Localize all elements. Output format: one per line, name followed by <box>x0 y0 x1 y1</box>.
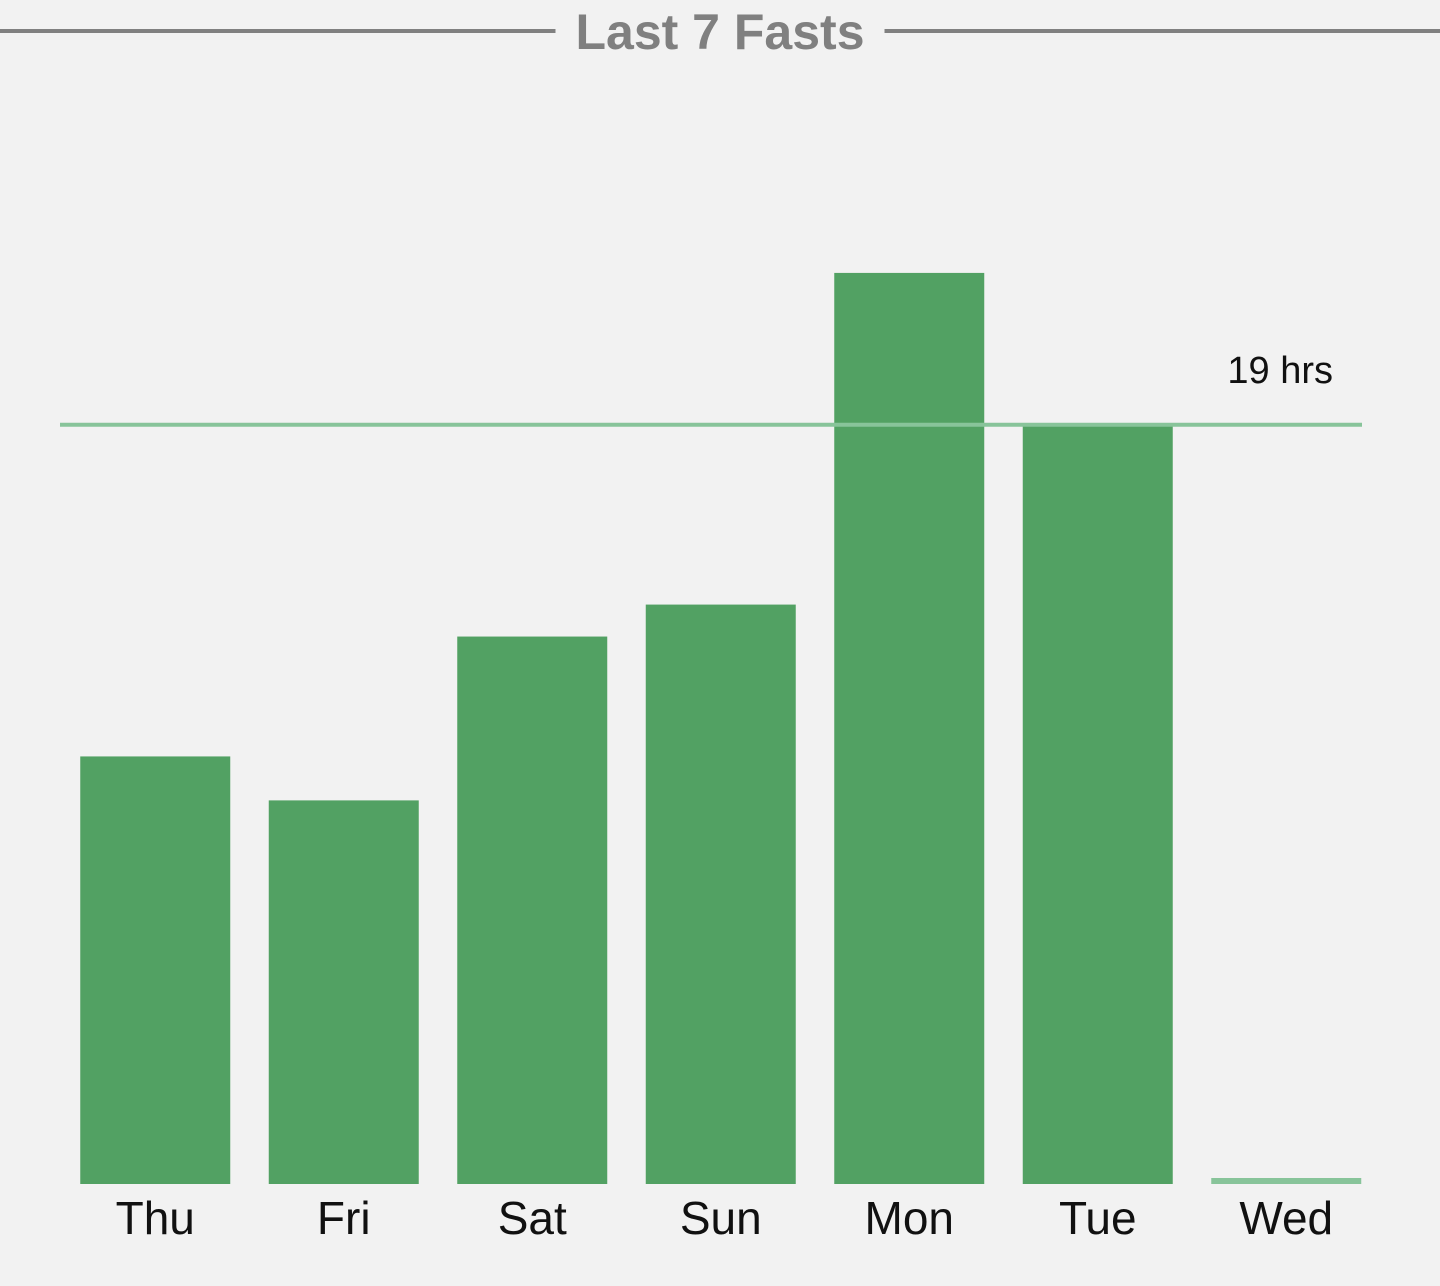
x-tick-label: Wed <box>1239 1192 1333 1244</box>
x-tick-label: Tue <box>1059 1192 1137 1244</box>
bar <box>268 800 419 1184</box>
bar <box>80 756 231 1184</box>
x-tick-label: Sat <box>498 1192 567 1244</box>
bar <box>1022 424 1173 1184</box>
bar <box>645 604 796 1184</box>
reference-label: 19 hrs <box>1227 350 1333 392</box>
x-tick-label: Sun <box>680 1192 762 1244</box>
bar <box>457 636 608 1184</box>
chart-title: Last 7 Fasts <box>575 4 864 60</box>
x-tick-label: Fri <box>317 1192 371 1244</box>
x-tick-label: Mon <box>865 1192 954 1244</box>
x-tick-label: Thu <box>116 1192 195 1244</box>
bar <box>1211 1178 1362 1184</box>
bar <box>834 272 985 1184</box>
